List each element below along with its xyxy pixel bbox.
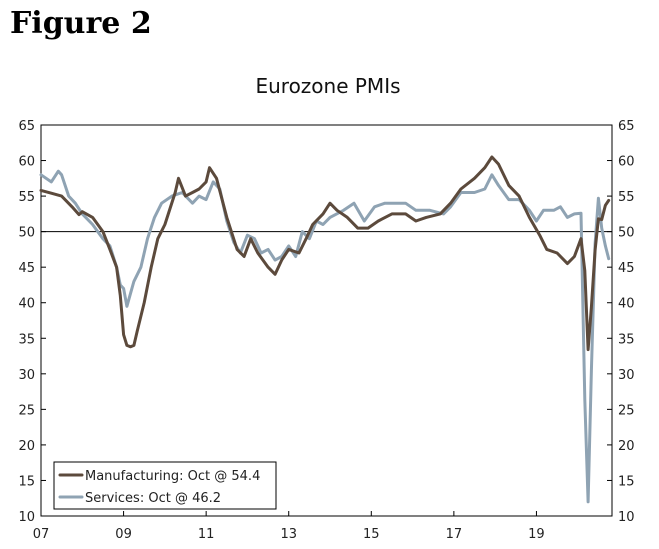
y-tick-label-left: 30 bbox=[18, 368, 35, 383]
y-tick-label-right: 60 bbox=[618, 155, 635, 170]
y-tick-label-left: 55 bbox=[18, 190, 35, 205]
y-tick-label-right: 65 bbox=[618, 119, 635, 134]
y-tick-label-right: 45 bbox=[618, 261, 635, 276]
series-line-services bbox=[39, 169, 611, 504]
y-tick-label-right: 50 bbox=[618, 226, 635, 241]
y-tick-label-right: 30 bbox=[618, 368, 635, 383]
x-tick-label: 07 bbox=[33, 527, 50, 542]
y-tick-label-right: 15 bbox=[618, 474, 635, 489]
y-tick-label-left: 10 bbox=[18, 510, 35, 525]
legend-box bbox=[53, 461, 277, 510]
legend-label-manufacturing: Manufacturing: Oct @ 54.4 bbox=[85, 469, 260, 484]
x-tick-label: 13 bbox=[280, 527, 297, 542]
y-tick-label-left: 25 bbox=[18, 403, 35, 418]
x-tick-label: 15 bbox=[363, 527, 380, 542]
y-tick-label-left: 50 bbox=[18, 226, 35, 241]
y-tick-label-right: 25 bbox=[618, 403, 635, 418]
y-tick-label-left: 65 bbox=[18, 119, 35, 134]
y-tick-label-left: 35 bbox=[18, 332, 35, 347]
x-tick-label: 17 bbox=[446, 527, 463, 542]
y-tick-label-left: 45 bbox=[18, 261, 35, 276]
y-tick-label-right: 40 bbox=[618, 297, 635, 312]
y-tick-label-left: 15 bbox=[18, 474, 35, 489]
legend-label-services: Services: Oct @ 46.2 bbox=[85, 491, 221, 506]
legend: Manufacturing: Oct @ 54.4 Services: Oct … bbox=[53, 461, 277, 510]
x-tick-label: 11 bbox=[198, 527, 215, 542]
y-tick-label-left: 20 bbox=[18, 439, 35, 454]
series-line-manufacturing bbox=[39, 155, 611, 352]
x-tick-label: 19 bbox=[528, 527, 545, 542]
y-tick-label-left: 40 bbox=[18, 297, 35, 312]
y-tick-label-right: 55 bbox=[618, 190, 635, 205]
plot-frame bbox=[40, 124, 613, 517]
y-tick-label-right: 20 bbox=[618, 439, 635, 454]
figure-label: Figure 2 bbox=[10, 6, 152, 41]
chart-title: Eurozone PMIs bbox=[255, 74, 400, 98]
y-tick-label-right: 35 bbox=[618, 332, 635, 347]
y-tick-label-left: 60 bbox=[18, 155, 35, 170]
y-tick-label-right: 10 bbox=[618, 510, 635, 525]
x-tick-label: 09 bbox=[115, 527, 132, 542]
